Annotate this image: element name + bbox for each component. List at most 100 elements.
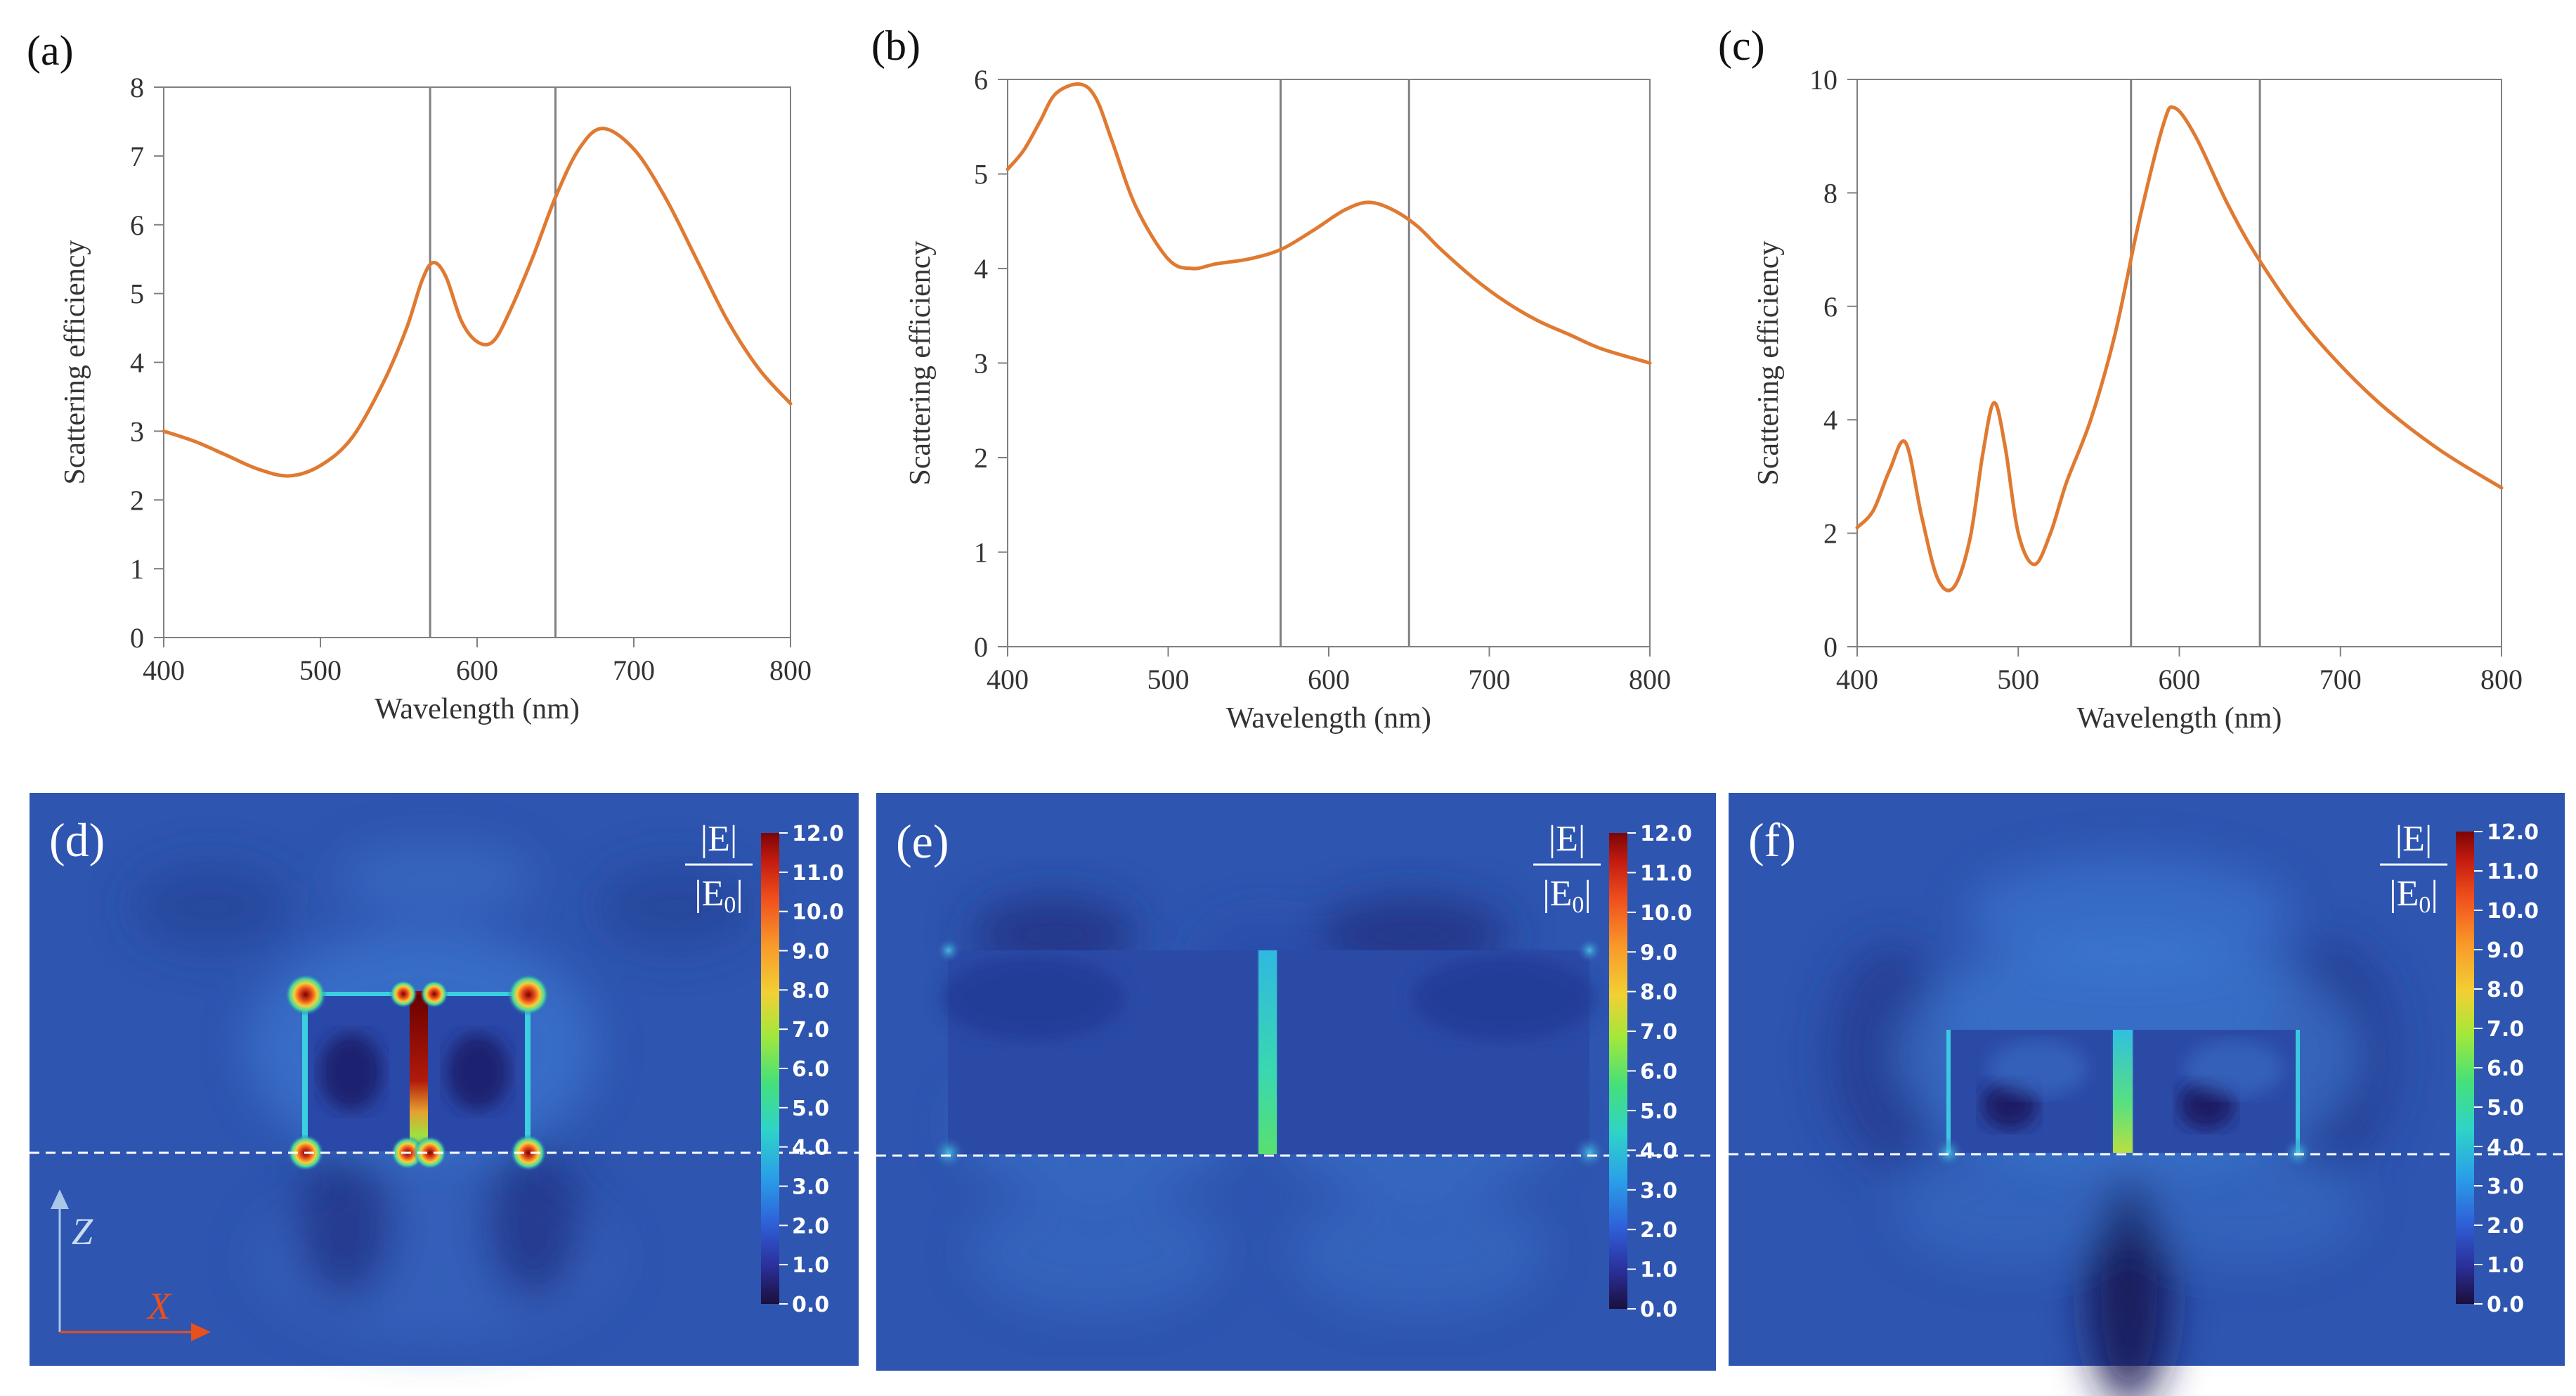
structure-edge bbox=[1946, 1030, 1951, 1153]
colorbar-tick-label: 1.0 bbox=[1640, 1258, 1677, 1283]
colorbar-title-denominator: |E0| bbox=[2389, 874, 2438, 918]
y-tick-label: 10 bbox=[1809, 64, 1837, 96]
colorbar-title-denominator: |E0| bbox=[694, 874, 743, 918]
colorbar-tick-label: 11.0 bbox=[2487, 860, 2539, 884]
colorbar-tick-label: 7.0 bbox=[2487, 1017, 2524, 1042]
y-axis-title: Scattering efficiency bbox=[59, 240, 91, 485]
y-tick-label: 2 bbox=[974, 442, 988, 474]
y-tick-label: 1 bbox=[130, 553, 144, 585]
x-tick-label: 800 bbox=[769, 654, 812, 686]
colorbar-tick-label: 1.0 bbox=[2487, 1253, 2524, 1278]
colorbar-tick-label: 0.0 bbox=[2487, 1293, 2524, 1317]
y-tick-label: 2 bbox=[130, 484, 144, 516]
y-axis-title: Scattering efficiency bbox=[1752, 241, 1785, 486]
x-tick-label: 600 bbox=[2159, 664, 2201, 695]
colorbar-tick-label: 2.0 bbox=[1640, 1218, 1677, 1243]
x-axis-title: Wavelength (nm) bbox=[1226, 702, 1431, 735]
y-tick-label: 4 bbox=[130, 347, 144, 379]
colorbar-tick-label: 2.0 bbox=[792, 1214, 829, 1239]
z-axis-label: Z bbox=[72, 1210, 93, 1253]
x-tick-label: 700 bbox=[613, 654, 655, 686]
plot-frame bbox=[1007, 79, 1651, 647]
colorbar-tick-label: 3.0 bbox=[2487, 1175, 2524, 1199]
x-tick-label: 500 bbox=[299, 654, 341, 686]
colorbar-tick-label: 10.0 bbox=[792, 900, 844, 925]
colorbar-tick-label: 12.0 bbox=[1640, 822, 1692, 846]
colorbar-tick-label: 7.0 bbox=[792, 1018, 829, 1042]
colorbar-tick-label: 0.0 bbox=[792, 1293, 829, 1317]
colorbar-tick-label: 6.0 bbox=[1640, 1060, 1677, 1085]
colorbar-tick-label: 12.0 bbox=[2487, 820, 2539, 845]
gap-hotspot bbox=[410, 995, 428, 1151]
x-tick-label: 400 bbox=[987, 664, 1029, 695]
colorbar-tick-label: 5.0 bbox=[2487, 1096, 2524, 1120]
x-tick-label: 400 bbox=[1836, 664, 1878, 695]
colorbar-d: 12.0 11.0 10.0 9.0 8.0 7.0 6.0 5.0 4.0 3.0 2.0 1.0 0… bbox=[685, 819, 844, 1317]
panel-label: (d) bbox=[49, 813, 105, 867]
y-tick-label: 0 bbox=[974, 631, 988, 663]
colorbar-tick-label: 5.0 bbox=[1640, 1099, 1677, 1124]
y-tick-label: 6 bbox=[1823, 291, 1837, 323]
y-tick-label: 2 bbox=[1823, 518, 1837, 550]
gap-hotspot bbox=[1258, 950, 1277, 1154]
colorbar-tick-label: 3.0 bbox=[792, 1175, 829, 1200]
nanostructure-f bbox=[1933, 1030, 2313, 1168]
gap-hotspot bbox=[2113, 1030, 2133, 1153]
field-map-d: Z X (d) 12.0 11.0 10.0 9.0 8.0 7.0 6.0 5.0 4.0 3.… bbox=[30, 793, 859, 1366]
y-tick-label: 3 bbox=[130, 415, 144, 447]
y-tick-label: 7 bbox=[130, 141, 144, 172]
hotspot bbox=[507, 974, 549, 1016]
y-tick-label: 0 bbox=[130, 622, 144, 654]
y-tick-label: 1 bbox=[974, 537, 988, 569]
colorbar-tick-label: 1.0 bbox=[792, 1253, 829, 1278]
colorbar-tick-label: 12.0 bbox=[792, 822, 844, 846]
colorbar-tick-label: 11.0 bbox=[1640, 861, 1692, 886]
colorbar-tick-label: 8.0 bbox=[792, 978, 829, 1003]
x-tick-label: 800 bbox=[2480, 664, 2523, 695]
colorbar-tick-label: 4.0 bbox=[2487, 1135, 2524, 1160]
x-tick-label: 800 bbox=[1629, 664, 1671, 695]
x-axis-title: Wavelength (nm) bbox=[375, 693, 580, 725]
structure-edge bbox=[2296, 1030, 2300, 1153]
x-tick-label: 700 bbox=[2320, 664, 2362, 695]
colorbar-tick-label: 3.0 bbox=[1640, 1179, 1677, 1203]
colorbar-tick-label: 6.0 bbox=[2487, 1056, 2524, 1081]
colorbar-tick-label: 8.0 bbox=[1640, 981, 1677, 1005]
y-tick-label: 6 bbox=[974, 64, 988, 96]
x-tick-label: 500 bbox=[1147, 664, 1190, 695]
colorbar-tick-label: 10.0 bbox=[2487, 899, 2539, 924]
nanostructure-e bbox=[932, 938, 1606, 1170]
plot-frame bbox=[163, 86, 791, 638]
colorbar-title-denominator: |E0| bbox=[1542, 874, 1592, 918]
colorbar-gradient bbox=[2456, 832, 2474, 1304]
hotspot bbox=[510, 1135, 547, 1171]
colorbar-tick-label: 9.0 bbox=[1640, 941, 1677, 965]
panel-label: (c) bbox=[1718, 22, 1765, 69]
x-axis-label: X bbox=[146, 1285, 172, 1327]
nanostructure-d bbox=[285, 974, 549, 1171]
x-tick-label: 500 bbox=[1997, 664, 2039, 695]
colorbar-tick-label: 9.0 bbox=[792, 940, 829, 964]
colorbar-f: 12.0 11.0 10.0 9.0 8.0 7.0 6.0 5.0 4.0 3.0 2.0 1.0 0… bbox=[2380, 819, 2539, 1317]
y-tick-label: 5 bbox=[974, 159, 988, 190]
colorbar-gradient bbox=[761, 833, 779, 1304]
colorbar-tick-label: 4.0 bbox=[1640, 1139, 1677, 1163]
y-tick-label: 4 bbox=[974, 253, 988, 285]
colorbar-title-numerator: |E| bbox=[1549, 819, 1586, 859]
colorbar-tick-label: 7.0 bbox=[1640, 1020, 1677, 1045]
structure-edge bbox=[525, 993, 531, 1151]
chart-a: 0 1 2 3 4 5 6 7 8 400 500 600 700 800 Wavelength (nm) S… bbox=[27, 27, 812, 725]
x-tick-label: 700 bbox=[1469, 664, 1511, 695]
chart-c: 0 2 4 6 8 10 400 500 600 700 800 Wavelength (nm) Sca… bbox=[1718, 22, 2523, 735]
y-tick-label: 0 bbox=[1823, 631, 1837, 663]
plot-frame bbox=[1856, 79, 2502, 647]
colorbar-title-numerator: |E| bbox=[2395, 819, 2433, 859]
x-tick-label: 600 bbox=[456, 654, 498, 686]
y-tick-label: 8 bbox=[130, 72, 144, 103]
panel-label: (a) bbox=[27, 27, 74, 74]
series-line bbox=[1855, 105, 2504, 593]
series-line bbox=[162, 127, 793, 478]
colorbar-tick-label: 10.0 bbox=[1640, 901, 1692, 926]
colorbar-title-numerator: |E| bbox=[701, 819, 738, 859]
